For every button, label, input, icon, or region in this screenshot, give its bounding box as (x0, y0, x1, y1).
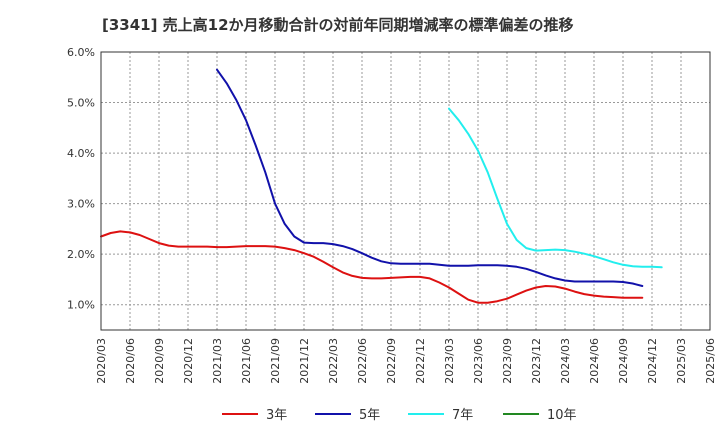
legend-label: 3年 (266, 408, 287, 423)
chart-title: [3341] 売上高12か月移動合計の対前年同期増減率の標準偏差の推移 (102, 16, 574, 34)
x-tick-label: 2022/06 (356, 338, 369, 384)
legend: 3年 5年 7年 10年 (222, 408, 577, 423)
x-tick-label: 2021/09 (269, 338, 282, 384)
y-tick-label: 2.0% (67, 248, 95, 261)
series-line-5年 (216, 68, 644, 287)
x-tick-label: 2020/12 (182, 338, 195, 384)
legend-label: 7年 (452, 408, 473, 423)
x-tick-label: 2021/06 (240, 338, 253, 384)
x-tick-label: 2022/09 (385, 338, 398, 384)
x-tick-label: 2023/06 (472, 338, 485, 384)
x-tick-label: 2020/06 (124, 338, 137, 384)
x-tick-label: 2024/12 (646, 338, 659, 384)
x-tick-label: 2023/09 (501, 338, 514, 384)
x-tick-label: 2021/12 (298, 338, 311, 384)
x-tick-label: 2023/03 (443, 338, 456, 384)
x-tick-label: 2025/06 (704, 338, 717, 384)
x-tick-label: 2022/03 (327, 338, 340, 384)
x-tick-label: 2022/12 (414, 338, 427, 384)
series-layer (100, 68, 663, 304)
x-tick-label: 2020/03 (95, 338, 108, 384)
y-tick-label: 3.0% (67, 198, 95, 211)
series-line-3年 (100, 230, 644, 304)
x-axis: 2020/03 2020/06 2020/09 2020/12 2021/03 2021/… (95, 338, 717, 384)
x-tick-label: 2025/03 (675, 338, 688, 384)
x-tick-label: 2024/06 (588, 338, 601, 384)
legend-label: 10年 (547, 408, 577, 423)
series-line-7年 (448, 107, 663, 269)
x-tick-label: 2024/09 (617, 338, 630, 384)
x-tick-label: 2020/09 (153, 338, 166, 384)
y-tick-label: 6.0% (67, 46, 95, 59)
x-tick-label: 2021/03 (211, 338, 224, 384)
y-tick-label: 4.0% (67, 147, 95, 160)
plot-area (100, 51, 711, 331)
x-tick-label: 2024/03 (559, 338, 572, 384)
y-tick-label: 1.0% (67, 299, 95, 312)
y-axis: 1.0% 2.0% 3.0% 4.0% 5.0% 6.0% (67, 46, 95, 312)
legend-label: 5年 (359, 408, 380, 423)
x-tick-label: 2023/12 (530, 338, 543, 384)
y-tick-label: 5.0% (67, 97, 95, 110)
